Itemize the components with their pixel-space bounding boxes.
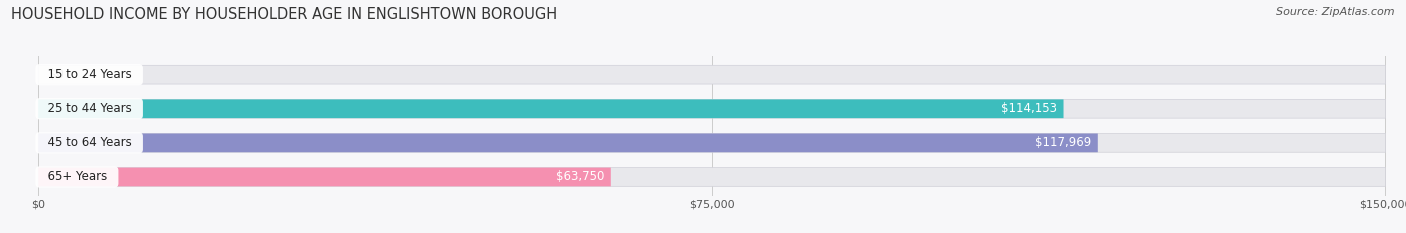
Text: HOUSEHOLD INCOME BY HOUSEHOLDER AGE IN ENGLISHTOWN BOROUGH: HOUSEHOLD INCOME BY HOUSEHOLDER AGE IN E…	[11, 7, 557, 22]
Text: $117,969: $117,969	[1035, 136, 1091, 149]
Text: 15 to 24 Years: 15 to 24 Years	[39, 68, 139, 81]
Text: 25 to 44 Years: 25 to 44 Years	[39, 102, 139, 115]
FancyBboxPatch shape	[38, 134, 1385, 152]
Text: $63,750: $63,750	[555, 171, 605, 183]
Text: 65+ Years: 65+ Years	[39, 171, 114, 183]
Text: 45 to 64 Years: 45 to 64 Years	[39, 136, 139, 149]
Text: Source: ZipAtlas.com: Source: ZipAtlas.com	[1277, 7, 1395, 17]
FancyBboxPatch shape	[38, 99, 1385, 118]
FancyBboxPatch shape	[38, 65, 1385, 84]
FancyBboxPatch shape	[38, 134, 1098, 152]
Text: $0: $0	[49, 68, 63, 81]
Text: $114,153: $114,153	[1001, 102, 1057, 115]
FancyBboxPatch shape	[38, 99, 1063, 118]
FancyBboxPatch shape	[38, 168, 610, 186]
FancyBboxPatch shape	[38, 168, 1385, 186]
